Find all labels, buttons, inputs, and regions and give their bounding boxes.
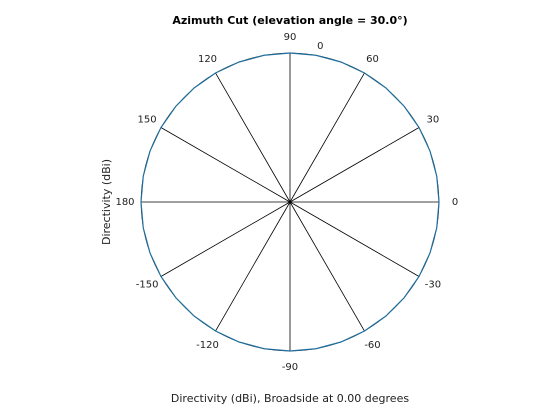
- spoke: [215, 72, 291, 203]
- angle-tick-label: -150: [136, 280, 159, 291]
- angle-tick-label: 120: [198, 54, 217, 65]
- angle-tick-label: -120: [196, 340, 219, 351]
- angle-tick-label: -90: [282, 362, 298, 373]
- spoke: [160, 127, 291, 203]
- angle-tick-label: -60: [364, 340, 380, 351]
- angle-tick-label: 30: [427, 115, 440, 126]
- spoke: [289, 127, 420, 203]
- angle-tick-label: 180: [115, 197, 134, 208]
- spoke: [289, 201, 420, 277]
- angle-tick-label: 0: [452, 197, 458, 208]
- x-axis-label: Directivity (dBi), Broadside at 0.00 deg…: [171, 392, 409, 405]
- angle-tick-label: 60: [366, 54, 379, 65]
- angle-tick-label: 90: [284, 32, 297, 43]
- angle-tick-label: 150: [138, 115, 157, 126]
- radial-tick-label: 0: [317, 41, 323, 52]
- y-axis-label: Directivity (dBi): [100, 159, 113, 245]
- angle-tick-label: -30: [425, 280, 441, 291]
- spoke: [215, 201, 291, 332]
- spoke: [289, 72, 365, 203]
- pattern-line: [140, 52, 440, 352]
- chart-title: Azimuth Cut (elevation angle = 30.0°): [172, 14, 407, 27]
- spoke: [289, 201, 365, 332]
- spoke: [160, 201, 291, 277]
